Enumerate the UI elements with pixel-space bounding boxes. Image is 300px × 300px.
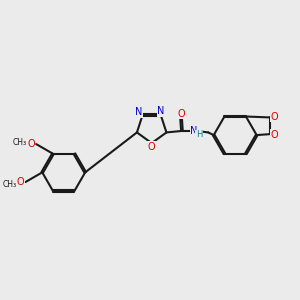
Text: O: O (27, 139, 34, 149)
Text: N: N (135, 107, 142, 117)
Text: O: O (148, 142, 155, 152)
Text: O: O (270, 112, 278, 122)
Text: N: N (157, 106, 164, 116)
Text: CH₃: CH₃ (3, 180, 17, 189)
Text: O: O (270, 130, 278, 140)
Text: H: H (196, 130, 202, 139)
Text: N: N (190, 126, 198, 136)
Text: O: O (17, 177, 25, 187)
Text: CH₃: CH₃ (13, 138, 27, 147)
Text: O: O (177, 109, 185, 119)
